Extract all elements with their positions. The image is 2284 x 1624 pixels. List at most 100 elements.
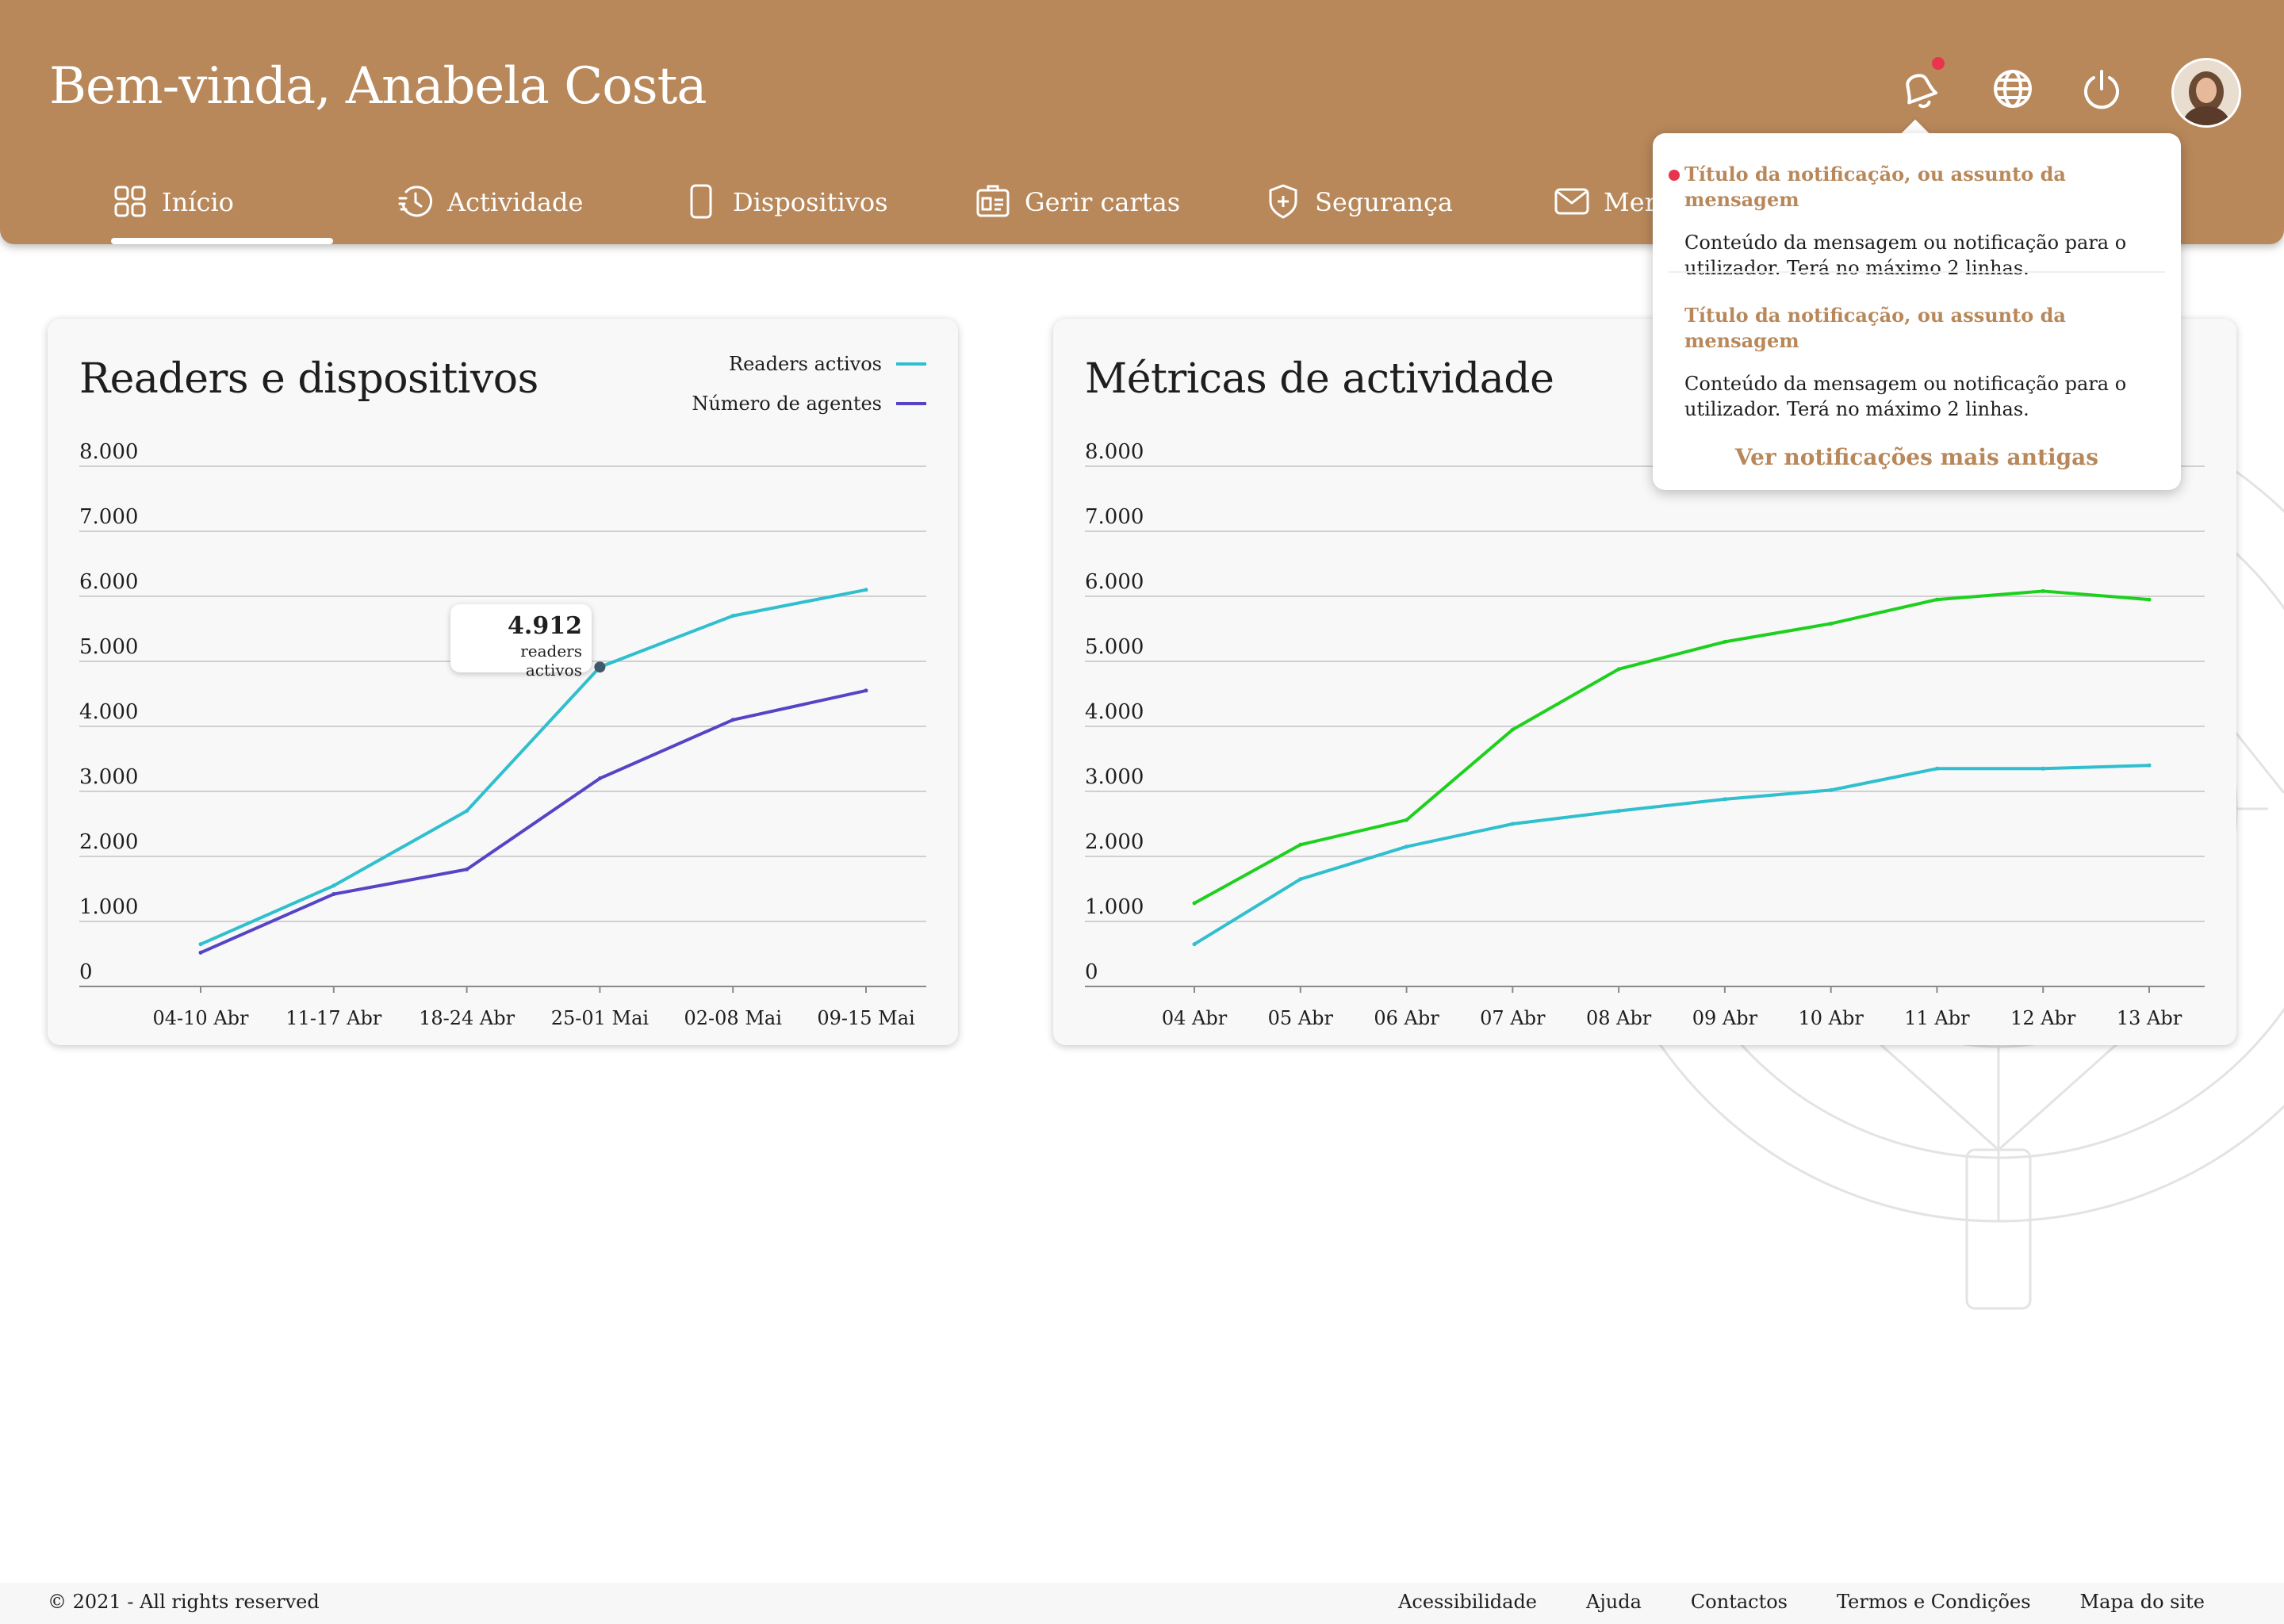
data-point [1616,809,1621,814]
series-line-0 [1193,764,2150,946]
x-tick-label: 06 Abr [1374,1007,1439,1029]
footer-link-contactos[interactable]: Contactos [1690,1591,1788,1613]
unread-dot [1669,170,1680,181]
tooltip-label: readers activos [520,642,582,680]
shield-plus-icon [1269,184,1297,219]
y-tick-label: 5.000 [79,635,138,659]
data-point [2041,766,2045,771]
tab-dispositivos[interactable]: Dispositivos [682,176,888,244]
x-tick-label: 09 Abr [1692,1007,1758,1029]
logout-button[interactable] [2076,63,2127,114]
data-point [465,809,469,814]
chart-tooltip: 4.912 readers activos [450,604,592,680]
power-icon [2084,70,2119,109]
readers-chart-card: Readers e dispositivos 0 1.000 2.000 3.000 4… [48,319,958,1045]
globe-icon [1994,70,2032,108]
y-tick-label: 7.000 [1085,505,1144,529]
highlighted-point [594,661,606,673]
data-point [1829,787,1834,792]
data-point [1298,877,1303,882]
data-point [1723,797,1727,802]
footer-link-mapa[interactable]: Mapa do site [2079,1591,2205,1613]
notifications-button[interactable] [1894,63,1945,114]
x-tick-label: 07 Abr [1480,1007,1546,1029]
data-point [1934,597,1939,602]
tab-seguranca-label: Segurança [1315,187,1453,217]
x-tick-label: 02-08 Mai [684,1007,783,1029]
tab-seguranca[interactable]: Segurança [1264,176,1453,244]
legend-swatch [896,362,926,366]
notification-item[interactable]: Título da notificação, ou assunto da men… [1669,162,2160,281]
language-button[interactable] [1987,63,2038,114]
data-point [1192,901,1197,906]
legend-swatch [896,402,926,405]
history-icon [398,186,432,217]
user-avatar[interactable] [2171,58,2241,128]
notification-title: Título da notificação, ou assunto da men… [1684,163,2066,211]
notification-divider [1669,271,2165,273]
y-tick-label: 1.000 [1085,895,1144,919]
greeting-title: Bem-vinda, Anabela Costa [49,57,707,116]
tab-dispositivos-label: Dispositivos [733,187,888,217]
y-tick-label: 6.000 [1085,570,1144,594]
data-point [2147,763,2152,768]
card2-title: Métricas de actividade [1085,355,1554,403]
legend-label: Readers activos [729,353,882,375]
notification-badge [1932,57,1945,70]
data-point [864,588,868,592]
x-tick-label: 25-01 Mai [551,1007,650,1029]
chart1-legend: Readers activos Número de agentes [692,344,926,423]
tooltip-value: 4.912 [508,612,582,640]
x-tick-label: 13 Abr [2117,1007,2182,1029]
grid-icon [114,186,146,217]
series-line-1 [1194,589,2150,905]
data-point [730,718,735,722]
y-tick-label: 0 [79,960,93,984]
data-point [198,950,203,955]
tab-inicio-label: Início [162,187,234,217]
data-point [1192,942,1197,947]
tab-gerir-cartas-label: Gerir cartas [1025,187,1181,217]
data-point [331,892,336,897]
data-point [331,883,336,888]
footer-links: Acessibilidade Ajuda Contactos Termos e … [1398,1591,2205,1613]
tab-mensagens[interactable]: Mer [1553,176,1657,244]
notification-body: Conteúdo da mensagem ou notificação para… [1684,232,2127,279]
data-point [1510,822,1515,826]
tab-gerir-cartas[interactable]: Gerir cartas [974,176,1180,244]
series-line-1 [200,688,867,955]
y-tick-label: 4.000 [1085,700,1144,724]
data-point [730,614,735,619]
data-point [1510,727,1515,732]
y-tick-label: 7.000 [79,505,138,529]
copyright-text: © 2021 - All rights reserved [48,1591,320,1613]
tab-actividade-label: Actividade [447,187,584,217]
y-tick-label: 1.000 [79,895,138,919]
x-tick-label: 04 Abr [1162,1007,1228,1029]
notifications-popover: Título da notificação, ou assunto da men… [1653,133,2181,490]
activity-line-chart: 0 1.000 2.000 3.000 4.000 5.000 6.000 7.000 8.00… [1085,440,2205,1029]
y-tick-label: 3.000 [1085,765,1144,789]
tab-actividade[interactable]: Actividade [397,176,583,244]
older-notifications-link[interactable]: Ver notificações mais antigas [1734,444,2099,470]
x-tick-label: 05 Abr [1268,1007,1334,1029]
tab-mensagens-label: Mer [1604,187,1657,217]
data-point [1298,842,1303,847]
main-nav: Início Actividade Dispositivos Gerir car… [0,176,2284,244]
y-tick-label: 8.000 [1085,440,1144,464]
tab-inicio[interactable]: Início [111,176,234,244]
envelope-icon [1554,188,1589,215]
legend-item[interactable]: Número de agentes [692,384,926,423]
x-tick-label: 11 Abr [1904,1007,1970,1029]
data-point [2041,588,2045,593]
data-point [1405,818,1409,822]
footer-link-ajuda[interactable]: Ajuda [1586,1591,1642,1613]
y-tick-label: 5.000 [1085,635,1144,659]
legend-item[interactable]: Readers activos [692,344,926,384]
footer-link-termos[interactable]: Termos e Condições [1837,1591,2031,1613]
y-tick-label: 0 [1085,960,1098,984]
avatar-portrait-icon [2174,60,2239,125]
footer-link-acessibilidade[interactable]: Acessibilidade [1398,1591,1538,1613]
data-point [1405,845,1409,849]
notification-item[interactable]: Título da notificação, ou assunto da men… [1684,303,2160,422]
